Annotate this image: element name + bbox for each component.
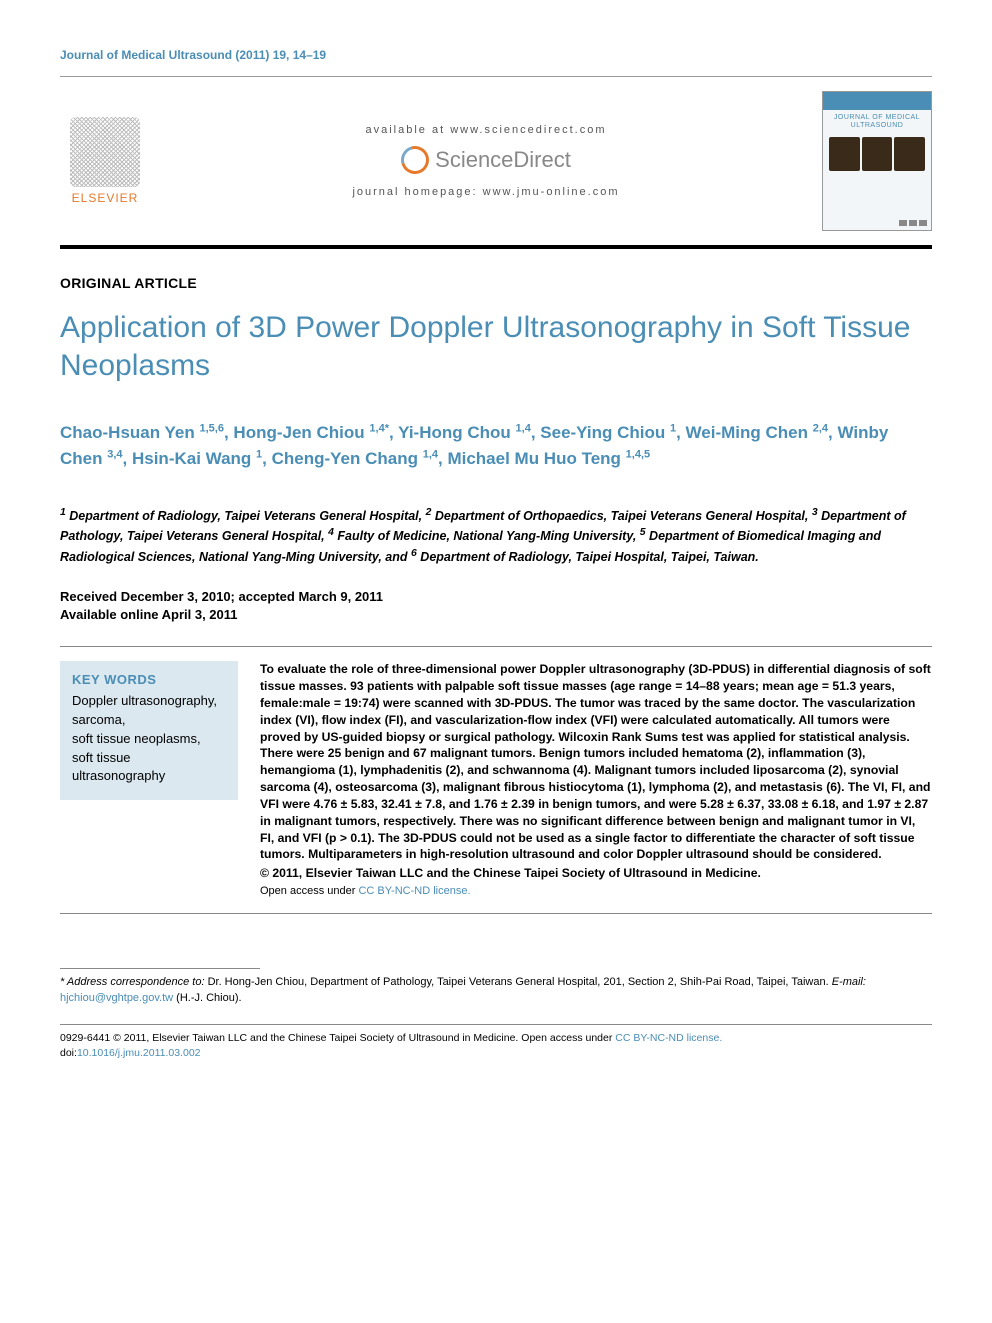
author-list: Chao-Hsuan Yen 1,5,6, Hong-Jen Chiou 1,4…	[60, 420, 932, 471]
page-footer: 0929-6441 © 2011, Elsevier Taiwan LLC an…	[60, 1024, 932, 1060]
journal-cover-thumbnail: JOURNAL OF MEDICAL ULTRASOUND	[822, 91, 932, 231]
correspondence-email-link[interactable]: hjchiou@vghtpe.gov.tw	[60, 992, 173, 1004]
publisher-name: ELSEVIER	[60, 191, 150, 205]
correspondence-footnote: * Address correspondence to: Dr. Hong-Je…	[60, 975, 932, 1006]
publisher-logo-block: ELSEVIER	[60, 117, 150, 205]
doi-link[interactable]: 10.1016/j.jmu.2011.03.002	[77, 1047, 201, 1059]
article-type: ORIGINAL ARTICLE	[60, 275, 932, 291]
affiliations: 1 Department of Radiology, Taipei Vetera…	[60, 505, 932, 566]
issn-copyright: 0929-6441 © 2011, Elsevier Taiwan LLC an…	[60, 1032, 521, 1044]
license-line: Open access under CC BY-NC-ND license.	[260, 884, 932, 899]
abstract-body: To evaluate the role of three-dimensiona…	[260, 662, 931, 861]
copyright-line: © 2011, Elsevier Taiwan LLC and the Chin…	[260, 865, 932, 882]
abstract-text: To evaluate the role of three-dimensiona…	[260, 661, 932, 899]
article-dates: Received December 3, 2010; accepted Marc…	[60, 588, 932, 624]
header-center: available at www.sciencedirect.com Scien…	[168, 124, 804, 198]
keyword-item: soft tissue ultrasonography	[72, 749, 226, 787]
keywords-heading: KEY WORDS	[72, 671, 226, 690]
online-date: Available online April 3, 2011	[60, 606, 932, 624]
received-accepted-date: Received December 3, 2010; accepted Marc…	[60, 588, 932, 606]
license-link[interactable]: CC BY-NC-ND license.	[358, 885, 470, 897]
sciencedirect-text: ScienceDirect	[435, 147, 571, 173]
keywords-box: KEY WORDS Doppler ultrasonography, sarco…	[60, 661, 238, 800]
footnote-separator	[60, 968, 260, 969]
footer-license-link[interactable]: CC BY-NC-ND license.	[615, 1032, 722, 1044]
abstract-section: KEY WORDS Doppler ultrasonography, sarco…	[60, 646, 932, 914]
sciencedirect-swirl-icon	[396, 141, 434, 179]
available-at-text: available at www.sciencedirect.com	[168, 124, 804, 136]
article-title: Application of 3D Power Doppler Ultrason…	[60, 309, 932, 384]
sciencedirect-logo: ScienceDirect	[401, 146, 571, 174]
keyword-item: Doppler ultrasonography,	[72, 692, 226, 711]
keyword-item: soft tissue neoplasms,	[72, 730, 226, 749]
elsevier-tree-icon	[70, 117, 140, 187]
keyword-item: sarcoma,	[72, 711, 226, 730]
journal-reference: Journal of Medical Ultrasound (2011) 19,…	[60, 48, 932, 62]
journal-header: ELSEVIER available at www.sciencedirect.…	[60, 76, 932, 249]
journal-homepage: journal homepage: www.jmu-online.com	[168, 186, 804, 198]
doi-label: doi:	[60, 1047, 77, 1059]
